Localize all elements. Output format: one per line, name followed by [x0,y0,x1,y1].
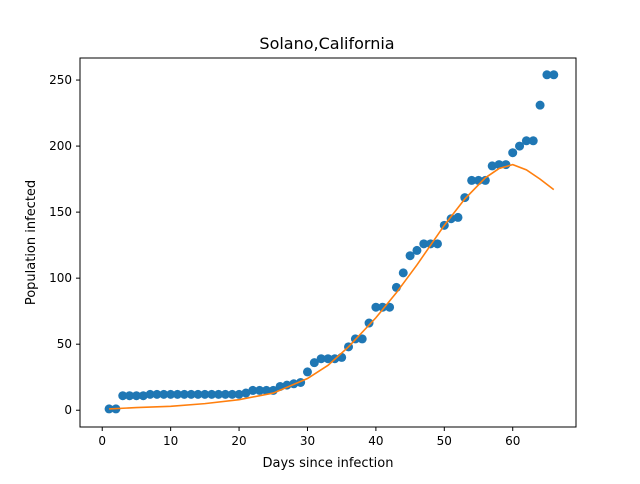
data-point [494,160,504,170]
data-point [207,389,217,399]
data-point [480,175,490,185]
data-point [125,391,135,401]
y-tick-label: 0 [64,403,72,417]
data-point [234,389,244,399]
data-point [214,389,224,399]
data-point [549,70,559,80]
data-point [515,141,525,151]
data-point [364,318,374,328]
data-point [398,268,408,278]
data-point [412,245,422,255]
data-point [446,214,456,224]
data-point [371,302,381,312]
data-point [535,100,545,110]
data-point [378,302,388,312]
y-tick-label: 100 [49,271,72,285]
data-point [542,70,552,80]
y-tick-label: 250 [49,73,72,87]
y-tick-label: 200 [49,139,72,153]
data-point [487,161,497,171]
data-point [152,389,162,399]
data-point [528,136,538,146]
data-point [467,175,477,185]
data-point [145,389,155,399]
x-tick-label: 60 [505,434,520,448]
data-point [227,389,237,399]
data-point [405,251,415,261]
x-tick-label: 10 [163,434,178,448]
data-point [460,193,470,203]
data-point [357,334,367,344]
data-point [241,388,251,398]
data-point [432,239,442,249]
data-point [159,389,169,399]
data-point [193,389,203,399]
data-point [200,389,210,399]
data-point [166,389,176,399]
data-point [419,239,429,249]
y-axis-label: Population infected [24,180,39,305]
data-point [138,391,148,401]
data-point [337,352,347,362]
data-point [323,354,333,364]
data-point [118,391,128,401]
data-point [316,354,326,364]
y-tick-label: 50 [57,337,72,351]
chart-title: Solano,California [259,34,394,53]
y-tick-label: 150 [49,205,72,219]
data-point [179,389,189,399]
plot-frame [79,57,577,428]
data-point [521,136,531,146]
data-point [248,385,258,395]
data-point [220,389,230,399]
data-point [131,391,141,401]
data-point [172,389,182,399]
data-point [186,389,196,399]
data-point [261,385,271,395]
x-axis-label: Days since infection [263,456,394,471]
data-point [255,385,265,395]
data-point [508,148,518,158]
x-tick-label: 40 [368,434,383,448]
data-point [453,212,463,222]
data-point [309,358,319,368]
x-tick-label: 50 [437,434,452,448]
x-tick-label: 0 [98,434,106,448]
fit-line [109,163,555,410]
x-tick-label: 20 [231,434,246,448]
data-point [302,367,312,377]
x-tick-label: 30 [300,434,315,448]
